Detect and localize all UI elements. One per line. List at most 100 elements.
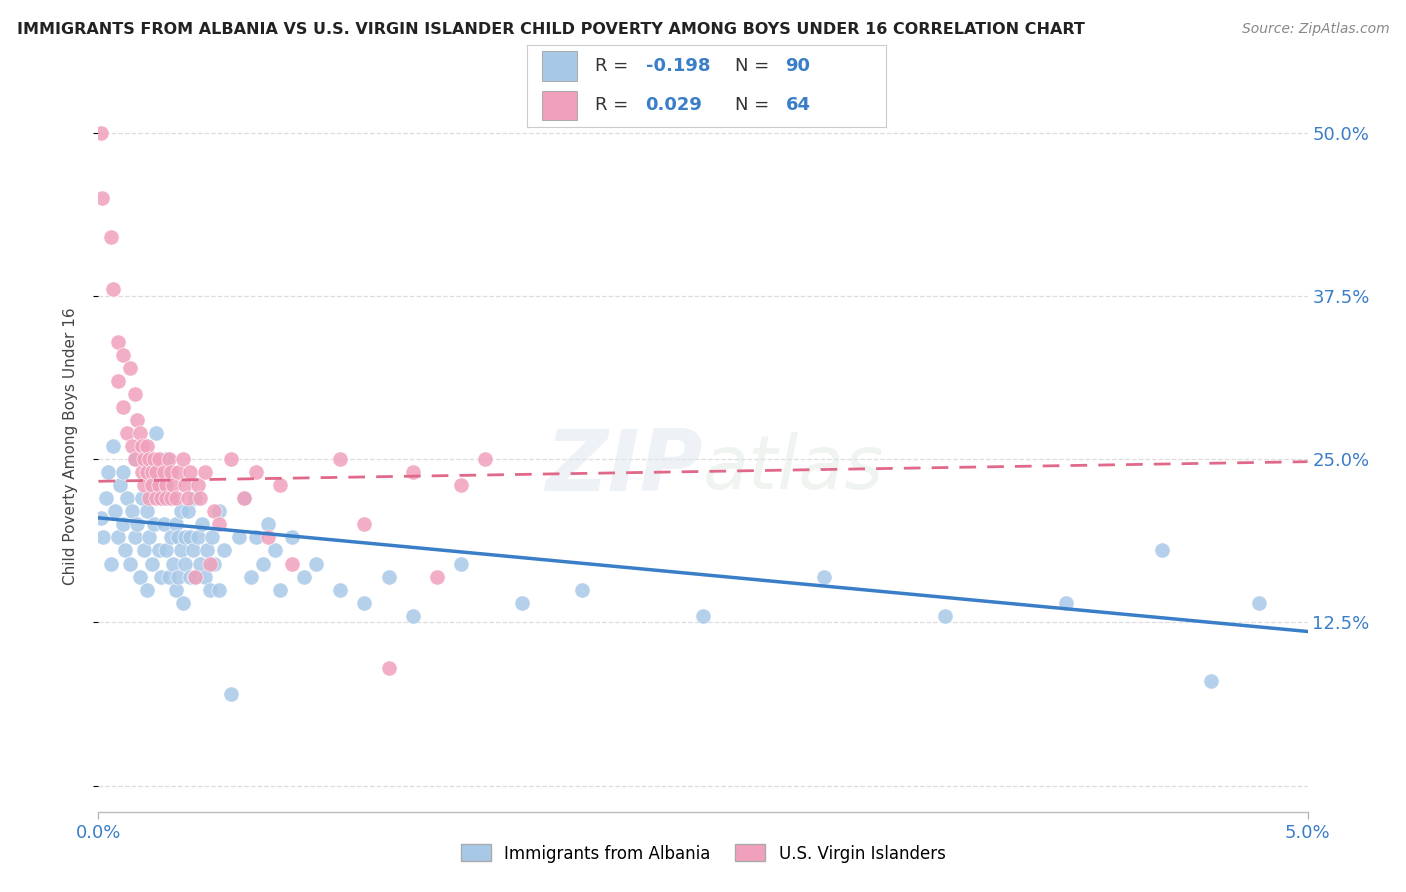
Point bbox=[117, 491, 139, 506]
Point bbox=[169, 504, 191, 518]
Point bbox=[269, 478, 291, 492]
Point bbox=[201, 530, 224, 544]
Text: 64: 64 bbox=[786, 96, 810, 114]
Point bbox=[111, 348, 134, 362]
Point bbox=[94, 491, 117, 506]
Point bbox=[204, 557, 226, 571]
Point bbox=[100, 557, 122, 571]
Text: N =: N = bbox=[735, 96, 775, 114]
Point bbox=[1199, 674, 1222, 689]
Point bbox=[131, 491, 153, 506]
Point bbox=[135, 465, 157, 479]
Point bbox=[177, 491, 200, 506]
Point bbox=[221, 687, 243, 701]
Point bbox=[184, 569, 207, 583]
Point bbox=[117, 425, 139, 440]
Point bbox=[204, 504, 226, 518]
Point bbox=[174, 478, 197, 492]
Point bbox=[256, 530, 278, 544]
Point bbox=[155, 491, 177, 506]
Text: R =: R = bbox=[595, 96, 634, 114]
Text: R =: R = bbox=[595, 57, 634, 75]
Text: N =: N = bbox=[735, 57, 775, 75]
Point bbox=[377, 661, 399, 675]
Point bbox=[1152, 543, 1174, 558]
Point bbox=[174, 557, 197, 571]
Point bbox=[155, 452, 177, 467]
Point bbox=[450, 557, 472, 571]
Point bbox=[145, 491, 167, 506]
Point bbox=[162, 557, 184, 571]
Point bbox=[160, 465, 183, 479]
Point bbox=[188, 557, 211, 571]
Point bbox=[167, 569, 190, 583]
Point bbox=[169, 543, 191, 558]
Point bbox=[101, 439, 124, 453]
Point bbox=[194, 465, 217, 479]
Text: IMMIGRANTS FROM ALBANIA VS U.S. VIRGIN ISLANDER CHILD POVERTY AMONG BOYS UNDER 1: IMMIGRANTS FROM ALBANIA VS U.S. VIRGIN I… bbox=[17, 22, 1085, 37]
Point bbox=[813, 569, 835, 583]
Point bbox=[1249, 596, 1271, 610]
Point bbox=[221, 452, 243, 467]
Point bbox=[292, 569, 315, 583]
Point bbox=[107, 334, 129, 349]
Point bbox=[510, 596, 533, 610]
Point bbox=[934, 608, 956, 623]
Point bbox=[148, 491, 170, 506]
Point bbox=[402, 465, 425, 479]
Point bbox=[111, 400, 134, 414]
Point bbox=[145, 465, 167, 479]
Point bbox=[402, 608, 425, 623]
Point bbox=[281, 557, 304, 571]
Point bbox=[377, 569, 399, 583]
Point bbox=[138, 491, 160, 506]
Point bbox=[571, 582, 593, 597]
Point bbox=[474, 452, 496, 467]
Point bbox=[353, 517, 375, 532]
Point bbox=[108, 478, 131, 492]
Point bbox=[107, 374, 129, 388]
Point bbox=[232, 491, 254, 506]
FancyBboxPatch shape bbox=[541, 51, 578, 80]
Point bbox=[100, 230, 122, 244]
Point bbox=[179, 465, 201, 479]
Point bbox=[450, 478, 472, 492]
Point bbox=[208, 517, 231, 532]
Point bbox=[134, 478, 156, 492]
Point bbox=[191, 517, 214, 532]
Point bbox=[426, 569, 449, 583]
Point bbox=[114, 543, 136, 558]
Point bbox=[131, 439, 153, 453]
Point bbox=[145, 425, 167, 440]
Point bbox=[167, 530, 190, 544]
Point bbox=[188, 491, 211, 506]
Point bbox=[90, 511, 112, 525]
Point bbox=[177, 504, 200, 518]
Text: atlas: atlas bbox=[703, 432, 884, 504]
Point bbox=[187, 478, 209, 492]
Point bbox=[692, 608, 714, 623]
Point bbox=[128, 569, 150, 583]
Point bbox=[141, 465, 163, 479]
Point bbox=[162, 478, 184, 492]
Point bbox=[131, 465, 153, 479]
Point bbox=[148, 543, 170, 558]
Point bbox=[160, 530, 183, 544]
Point bbox=[135, 582, 157, 597]
Point bbox=[179, 569, 201, 583]
Point bbox=[245, 530, 267, 544]
Point bbox=[187, 530, 209, 544]
Point bbox=[165, 517, 187, 532]
Point bbox=[194, 569, 217, 583]
Point bbox=[127, 517, 149, 532]
Point bbox=[329, 452, 352, 467]
Point bbox=[128, 425, 150, 440]
Legend: Immigrants from Albania, U.S. Virgin Islanders: Immigrants from Albania, U.S. Virgin Isl… bbox=[454, 838, 952, 869]
Point bbox=[165, 491, 187, 506]
Point bbox=[124, 386, 146, 401]
Point bbox=[101, 282, 124, 296]
Point bbox=[91, 191, 114, 205]
Text: Source: ZipAtlas.com: Source: ZipAtlas.com bbox=[1241, 22, 1389, 37]
Point bbox=[165, 582, 187, 597]
Text: -0.198: -0.198 bbox=[645, 57, 710, 75]
